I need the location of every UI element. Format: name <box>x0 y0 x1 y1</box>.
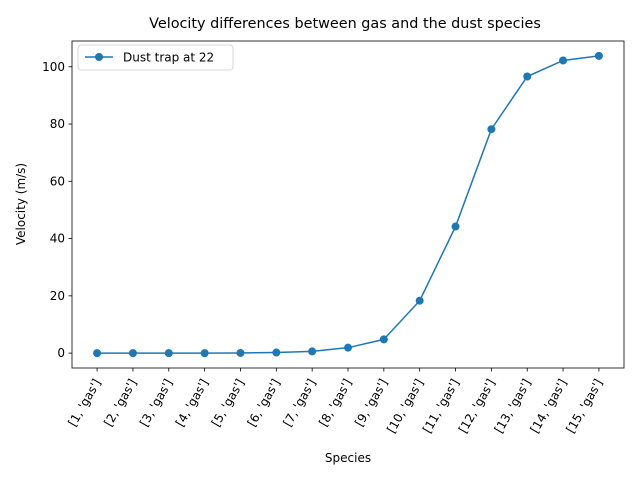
chart-title: Velocity differences between gas and the… <box>149 16 541 32</box>
plot-area <box>71 40 625 369</box>
x-axis-label: Species <box>325 451 371 465</box>
x-tick-label: [2, 'gas'] <box>101 377 139 429</box>
data-point <box>559 56 568 65</box>
data-point <box>128 349 137 358</box>
y-tick-label: 100 <box>42 60 65 74</box>
x-tick-label: [8, 'gas'] <box>316 377 354 429</box>
data-point <box>272 348 281 357</box>
x-tick-label: [15, 'gas'] <box>563 377 605 436</box>
x-tick-label: [5, 'gas'] <box>209 377 247 429</box>
y-tick-label: 20 <box>50 289 65 303</box>
legend-marker <box>95 53 103 61</box>
series-line <box>97 55 600 354</box>
plot-frame <box>71 40 625 369</box>
data-point <box>344 343 352 352</box>
x-tick-label: [3, 'gas'] <box>137 377 175 429</box>
x-tick-label: [9, 'gas'] <box>352 377 390 429</box>
y-tick-label: 80 <box>50 117 65 131</box>
data-point <box>93 349 102 358</box>
data-point <box>236 348 245 357</box>
data-point <box>308 347 317 356</box>
legend: Dust trap at 22 <box>77 44 234 71</box>
data-point <box>415 296 424 305</box>
x-tick-label: [4, 'gas'] <box>173 377 211 429</box>
x-tick-label: [6, 'gas'] <box>245 377 283 429</box>
legend-frame <box>77 44 234 71</box>
x-tick-label: [7, 'gas'] <box>280 377 318 429</box>
series-layer <box>93 51 603 358</box>
x-axis-ticks: [1, 'gas'][2, 'gas'][3, 'gas'][4, 'gas']… <box>65 368 606 436</box>
legend-label: Dust trap at 22 <box>123 51 214 65</box>
data-point <box>200 349 209 358</box>
y-axis-ticks: 0 20 40 60 80 100 <box>42 60 72 360</box>
y-tick-label: 40 <box>50 232 65 246</box>
data-point <box>487 125 496 134</box>
data-point <box>451 222 460 231</box>
x-tick-label: [1, 'gas'] <box>65 377 103 429</box>
data-point <box>523 72 532 81</box>
y-axis-label: Velocity (m/s) <box>14 163 28 245</box>
data-point <box>379 335 388 344</box>
y-tick-label: 60 <box>50 174 65 188</box>
data-point <box>164 349 173 358</box>
data-point <box>594 51 603 60</box>
y-tick-label: 0 <box>57 346 65 360</box>
